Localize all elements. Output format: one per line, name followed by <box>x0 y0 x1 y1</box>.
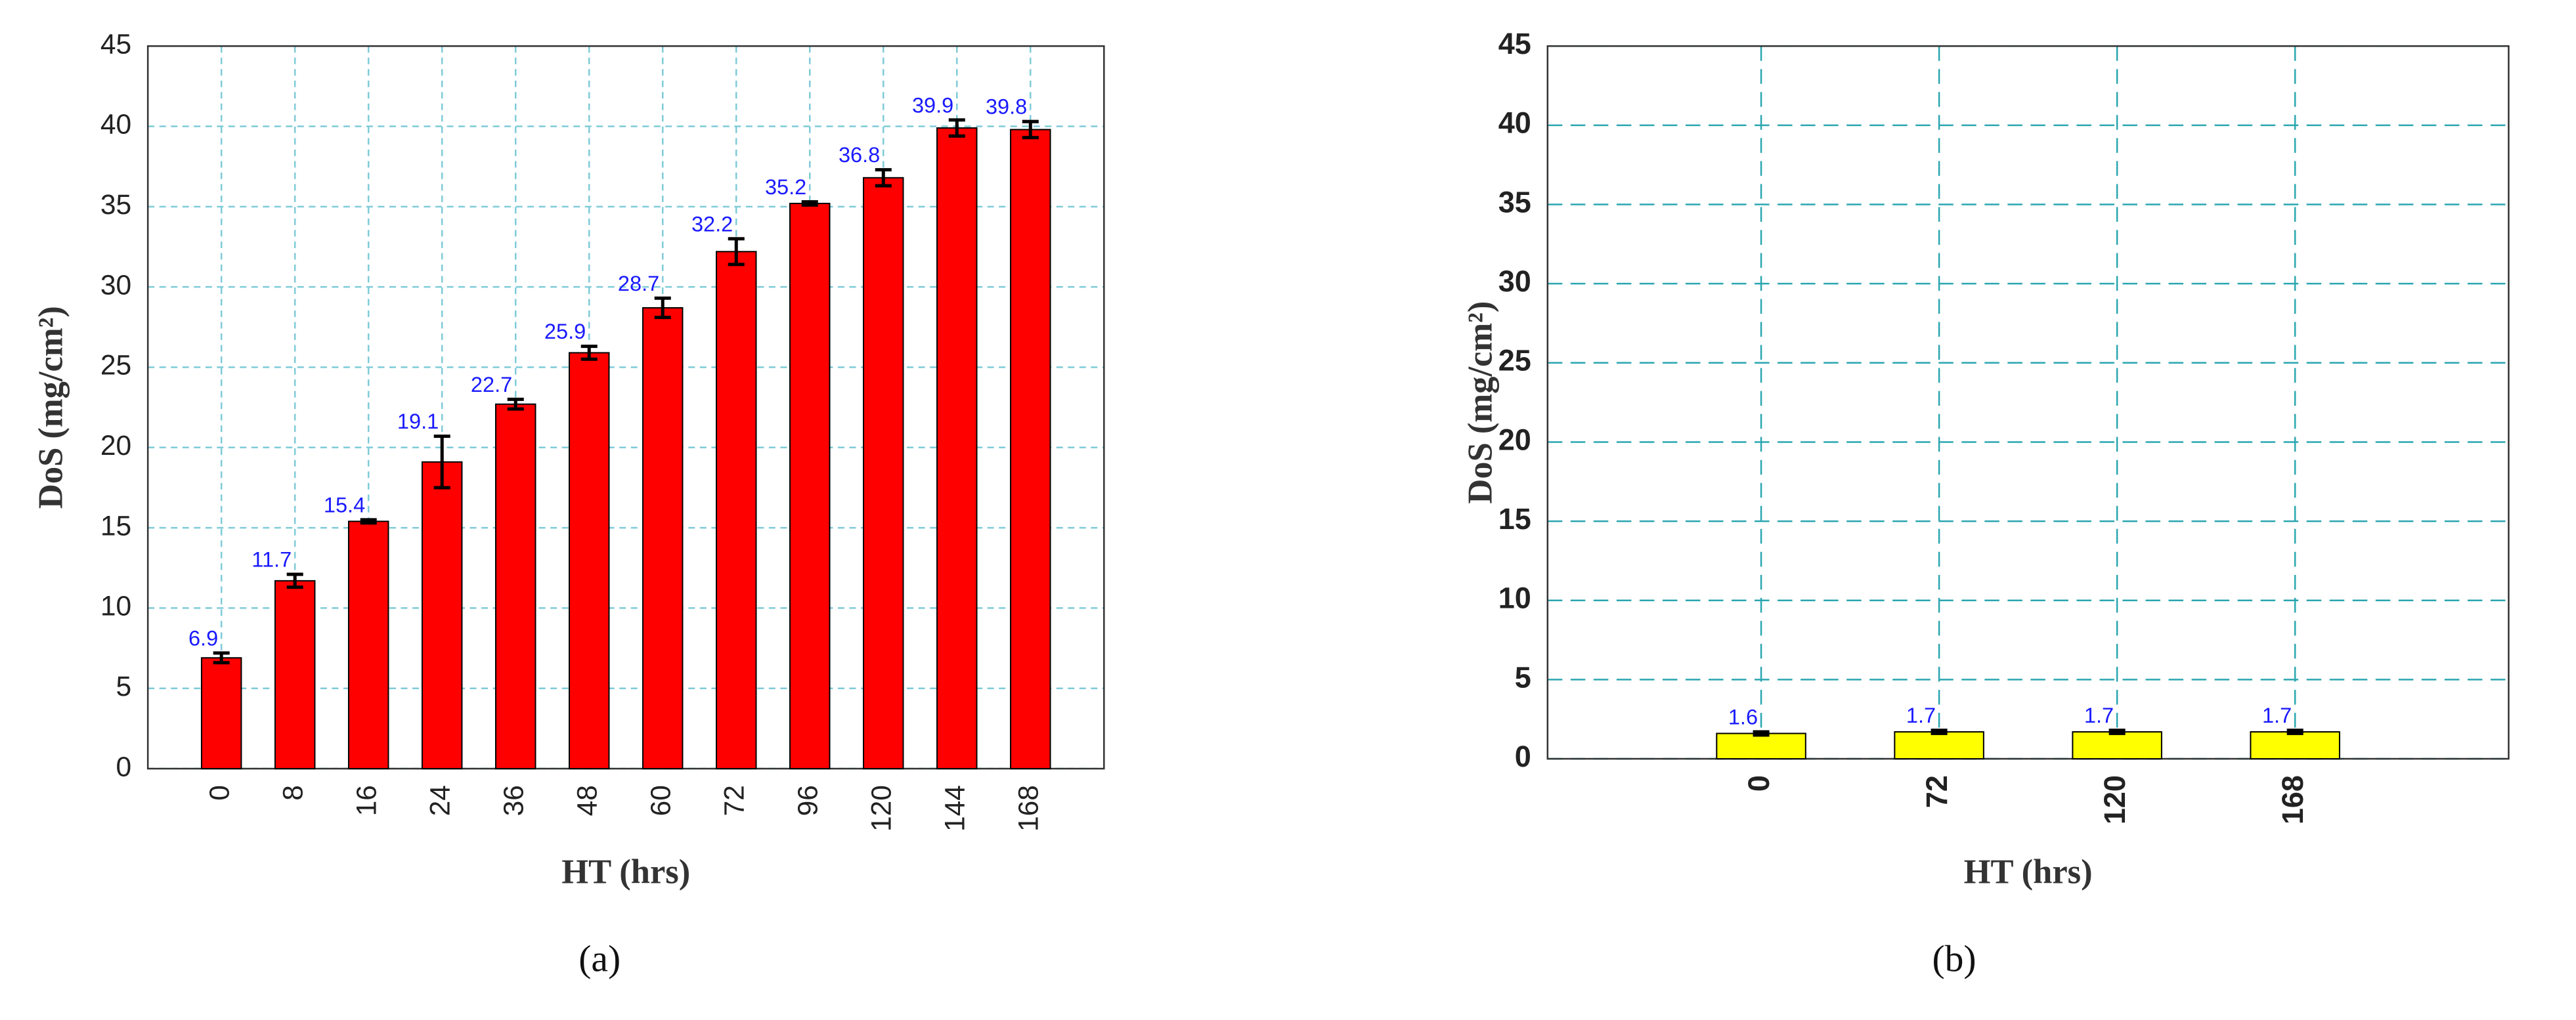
error-bar <box>2286 729 2303 735</box>
y-tick-label: 35 <box>1498 185 1531 219</box>
bar <box>863 177 904 770</box>
value-label: 28.7 <box>618 272 659 295</box>
y-tick-label: 0 <box>116 751 131 782</box>
y-tick-label: 10 <box>1498 582 1531 615</box>
bar <box>347 521 389 770</box>
x-tick-label: 72 <box>1920 775 1954 808</box>
x-tick-label: 144 <box>940 785 971 832</box>
x-tick-label: 0 <box>1742 775 1776 792</box>
x-axis-label: HT (hrs) <box>561 853 690 891</box>
y-tick-label: 15 <box>100 510 131 542</box>
x-tick-label: 60 <box>645 785 676 816</box>
x-tick-label: 120 <box>865 785 897 832</box>
bar <box>1894 731 1984 760</box>
y-tick-label: 25 <box>100 350 131 381</box>
error-bar <box>580 345 598 361</box>
value-label: 22.7 <box>471 373 512 396</box>
chart-panel: 0 5 10 15 20 25 30 35 40 45 1.6 0 1.7 72 1.7 120 1.7 168 H… <box>1461 27 2510 979</box>
value-label: 15.4 <box>324 493 365 517</box>
x-tick-label: 72 <box>718 785 750 816</box>
error-bar <box>654 296 671 320</box>
y-tick-label: 45 <box>100 28 131 60</box>
x-tick-label: 24 <box>424 785 456 816</box>
panel-caption: (b) <box>1932 938 1976 979</box>
bar <box>1010 129 1051 770</box>
bar <box>1716 733 1806 760</box>
x-tick-label: 120 <box>2098 775 2131 824</box>
error-bar <box>728 237 745 266</box>
bar <box>715 251 757 770</box>
panel-caption: (a) <box>579 938 621 979</box>
y-tick-label: 20 <box>1498 423 1531 456</box>
x-tick-label: 8 <box>277 785 309 801</box>
error-bar <box>2108 729 2126 735</box>
value-label: 6.9 <box>188 626 218 650</box>
plot-area <box>1547 46 2509 759</box>
x-tick-label: 48 <box>571 785 603 816</box>
y-tick-label: 45 <box>1498 27 1531 60</box>
value-label: 39.8 <box>986 95 1027 119</box>
value-label: 39.9 <box>912 93 953 117</box>
y-tick-label: 25 <box>1498 344 1531 377</box>
y-tick-label: 40 <box>100 109 131 140</box>
error-bar <box>507 397 524 411</box>
value-label: 1.7 <box>1906 704 1936 727</box>
error-bar <box>286 572 303 589</box>
value-label: 11.7 <box>251 548 292 572</box>
y-tick-label: 30 <box>100 269 131 301</box>
error-bar <box>1931 729 1948 735</box>
value-label: 25.9 <box>544 320 586 343</box>
value-label: 1.6 <box>1728 706 1758 729</box>
bar <box>274 580 316 770</box>
value-label: 19.1 <box>397 410 439 433</box>
y-tick-label: 35 <box>100 189 131 221</box>
y-tick-label: 5 <box>1515 660 1531 694</box>
x-tick-label: 96 <box>792 785 823 816</box>
bar <box>200 657 242 770</box>
error-bar <box>1022 119 1039 140</box>
error-bar <box>948 118 965 138</box>
value-label: 36.8 <box>839 143 880 167</box>
x-tick-label: 168 <box>2276 775 2309 824</box>
value-label: 1.7 <box>2084 704 2114 727</box>
bar <box>936 127 978 770</box>
x-tick-label: 36 <box>498 785 529 816</box>
bar <box>2250 731 2340 760</box>
y-tick-label: 0 <box>1515 740 1531 773</box>
bar <box>494 403 536 770</box>
bar <box>2072 731 2162 760</box>
x-tick-label: 168 <box>1013 785 1045 832</box>
error-bar <box>433 435 450 490</box>
error-bar <box>1753 730 1770 737</box>
x-axis-label: HT (hrs) <box>1964 853 2093 891</box>
y-tick-label: 5 <box>116 671 131 702</box>
y-axis-label: DoS (mg/cm²) <box>1461 301 1499 504</box>
y-tick-label: 10 <box>100 591 131 622</box>
x-tick-label: 0 <box>204 785 235 801</box>
plot-frame <box>146 45 1105 770</box>
y-tick-label: 15 <box>1498 502 1531 536</box>
error-bar <box>801 200 818 207</box>
bar <box>642 307 684 770</box>
y-axis-label: DoS (mg/cm²) <box>32 306 70 509</box>
error-bar <box>213 651 230 665</box>
y-tick-label: 30 <box>1498 265 1531 298</box>
error-bar <box>875 168 892 188</box>
bar <box>568 352 610 770</box>
value-label: 35.2 <box>765 175 806 199</box>
plot-frame <box>1546 45 2510 760</box>
chart-panel: 0 5 10 15 20 25 30 35 40 45 6.9 0 11.7 8 15.4 16 19.1 24 2… <box>32 28 1105 979</box>
y-tick-label: 40 <box>1498 106 1531 140</box>
bar <box>421 461 463 770</box>
y-tick-label: 20 <box>100 430 131 461</box>
error-bar <box>360 518 377 525</box>
x-tick-label: 16 <box>351 785 382 816</box>
value-label: 32.2 <box>691 212 733 236</box>
value-label: 1.7 <box>2262 704 2292 727</box>
bar <box>789 202 831 770</box>
